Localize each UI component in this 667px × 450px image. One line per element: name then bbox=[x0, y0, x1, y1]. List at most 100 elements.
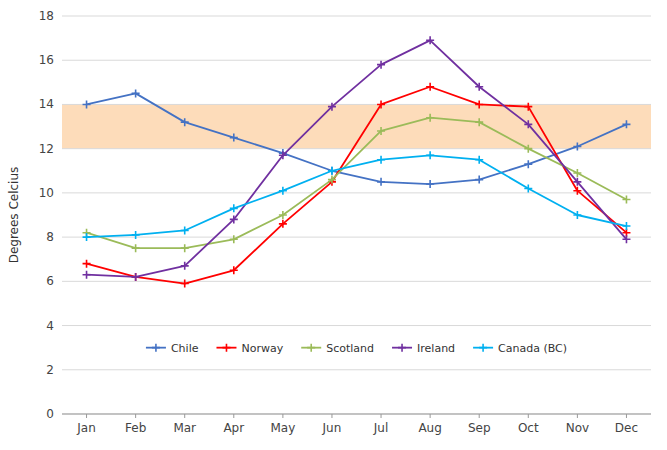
point-marker bbox=[328, 103, 336, 111]
point-marker bbox=[622, 235, 630, 243]
point-marker bbox=[377, 61, 385, 69]
x-axis-line bbox=[62, 414, 651, 415]
point-marker bbox=[83, 260, 91, 268]
x-tick-label: May bbox=[270, 421, 295, 435]
point-marker bbox=[426, 114, 434, 122]
x-tick-label: Nov bbox=[566, 421, 589, 435]
grid-line bbox=[62, 369, 651, 370]
legend-marker bbox=[479, 344, 487, 352]
point-marker bbox=[475, 118, 483, 126]
y-tick-label: 18 bbox=[39, 9, 54, 23]
point-marker bbox=[181, 262, 189, 270]
x-tick bbox=[479, 414, 480, 418]
x-tick bbox=[233, 414, 234, 418]
point-marker bbox=[230, 204, 238, 212]
point-marker bbox=[279, 187, 287, 195]
point-marker bbox=[573, 142, 581, 150]
point-marker bbox=[475, 83, 483, 91]
legend-label: Chile bbox=[171, 342, 199, 355]
point-marker bbox=[328, 176, 336, 184]
point-marker bbox=[426, 36, 434, 44]
series-group bbox=[83, 36, 631, 287]
x-tick-label: Apr bbox=[223, 421, 244, 435]
y-tick-label: 16 bbox=[39, 53, 54, 67]
point-marker bbox=[573, 187, 581, 195]
x-tick-label: Mar bbox=[173, 421, 196, 435]
x-tick bbox=[331, 414, 332, 418]
grid-line bbox=[62, 281, 651, 282]
legend-label: Norway bbox=[241, 342, 283, 355]
point-marker bbox=[230, 266, 238, 274]
x-tick bbox=[430, 414, 431, 418]
point-marker bbox=[83, 271, 91, 279]
legend-marker bbox=[152, 344, 160, 352]
x-tick bbox=[184, 414, 185, 418]
point-marker bbox=[328, 167, 336, 175]
point-marker bbox=[83, 233, 91, 241]
x-tick-label: Jan bbox=[76, 421, 96, 435]
y-tick-label: 12 bbox=[39, 142, 54, 156]
point-marker bbox=[475, 176, 483, 184]
point-marker bbox=[132, 89, 140, 97]
y-tick-label: 4 bbox=[46, 319, 54, 333]
x-tick-label: Dec bbox=[615, 421, 638, 435]
x-tick-label: Oct bbox=[518, 421, 539, 435]
y-tick-label: 6 bbox=[46, 274, 54, 288]
x-tick-label: Sep bbox=[468, 421, 491, 435]
grid-line bbox=[62, 104, 651, 105]
series-line bbox=[87, 93, 627, 184]
x-tick bbox=[626, 414, 627, 418]
point-marker bbox=[475, 156, 483, 164]
point-marker bbox=[377, 178, 385, 186]
grid-line bbox=[62, 16, 651, 17]
x-tick-label: Feb bbox=[125, 421, 146, 435]
legend-item: Ireland bbox=[392, 342, 455, 355]
point-marker bbox=[181, 280, 189, 288]
grid-line bbox=[62, 148, 651, 149]
point-marker bbox=[573, 211, 581, 219]
grid-line bbox=[62, 237, 651, 238]
point-marker bbox=[230, 215, 238, 223]
x-tick bbox=[528, 414, 529, 418]
point-marker bbox=[524, 103, 532, 111]
point-marker bbox=[377, 127, 385, 135]
x-tick-label: Jun bbox=[322, 421, 342, 435]
legend-item: Norway bbox=[216, 342, 283, 355]
legend-marker bbox=[307, 344, 315, 352]
y-tick-label: 14 bbox=[39, 97, 54, 111]
point-marker bbox=[132, 244, 140, 252]
y-tick-label: 2 bbox=[46, 363, 54, 377]
legend-label: Ireland bbox=[417, 342, 455, 355]
y-axis-label: Degrees Celcius bbox=[7, 167, 21, 264]
series-line bbox=[87, 87, 627, 284]
series-line bbox=[87, 40, 627, 277]
x-tick bbox=[282, 414, 283, 418]
point-marker bbox=[328, 167, 336, 175]
point-marker bbox=[622, 196, 630, 204]
point-marker bbox=[132, 273, 140, 281]
point-marker bbox=[181, 226, 189, 234]
grid-line bbox=[62, 60, 651, 61]
point-marker bbox=[279, 211, 287, 219]
legend-item: Chile bbox=[146, 342, 199, 355]
point-marker bbox=[573, 178, 581, 186]
point-marker bbox=[132, 273, 140, 281]
series-line bbox=[87, 118, 627, 248]
point-marker bbox=[426, 151, 434, 159]
x-tick-label: Jul bbox=[373, 421, 388, 435]
point-marker bbox=[279, 151, 287, 159]
legend-label: Scotland bbox=[326, 342, 374, 355]
x-tick bbox=[381, 414, 382, 418]
point-marker bbox=[573, 169, 581, 177]
y-tick-label: 0 bbox=[46, 407, 54, 421]
grid-line bbox=[62, 325, 651, 326]
legend-label: Canada (BC) bbox=[498, 342, 567, 355]
point-marker bbox=[622, 120, 630, 128]
point-marker bbox=[524, 145, 532, 153]
point-marker bbox=[181, 244, 189, 252]
point-marker bbox=[132, 231, 140, 239]
series-line bbox=[87, 155, 627, 237]
x-tick-label: Aug bbox=[418, 421, 441, 435]
point-marker bbox=[377, 156, 385, 164]
point-marker bbox=[426, 180, 434, 188]
